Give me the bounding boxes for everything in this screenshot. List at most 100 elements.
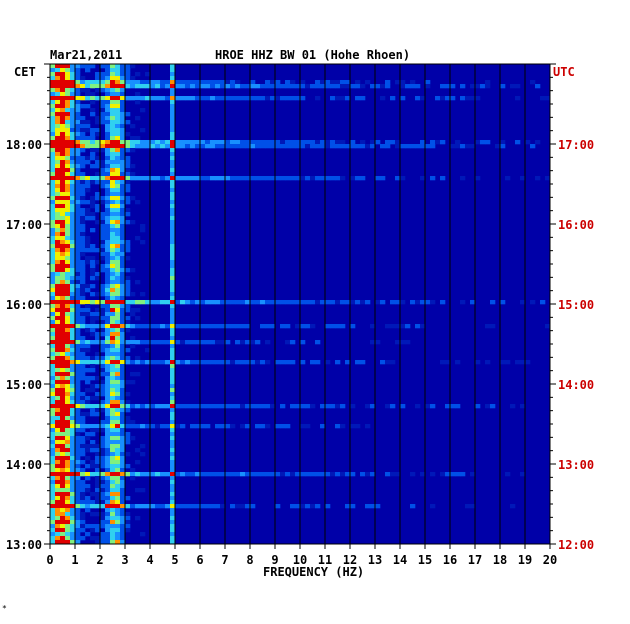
heatmap-cell [60,332,66,337]
heatmap-cell [120,352,126,357]
heatmap-cell [110,264,116,269]
heatmap-cell [350,140,356,145]
heatmap-cell [90,92,96,97]
heatmap-cell [90,176,96,181]
heatmap-cell [100,80,106,85]
heatmap-cell [105,296,111,301]
heatmap-cell [80,132,86,137]
heatmap-cell [115,132,121,137]
right-time-label: 12:00 [558,538,594,552]
heatmap-cell [105,228,111,233]
heatmap-cell [55,104,61,109]
heatmap-cell [110,144,116,149]
heatmap-cell [205,96,211,101]
heatmap-cell [55,508,61,513]
heatmap-cell [50,292,56,297]
heatmap-cell [70,76,76,81]
heatmap-cell [95,336,101,341]
heatmap-cell [50,340,56,345]
heatmap-cell [115,144,121,149]
heatmap-cell [65,284,71,289]
heatmap-cell [115,160,121,165]
heatmap-cell [95,460,101,465]
heatmap-cell [105,428,111,433]
heatmap-cell [170,376,176,381]
heatmap-cell [305,504,311,509]
heatmap-cell [75,244,81,249]
heatmap-cell [230,324,236,329]
heatmap-cell [115,424,121,429]
heatmap-cell [100,76,106,81]
heatmap-cell [170,496,176,501]
heatmap-cell [115,120,121,125]
heatmap-cell [365,472,371,477]
heatmap-cell [315,340,321,345]
heatmap-cell [180,424,186,429]
heatmap-cell [95,324,101,329]
heatmap-cell [80,320,86,325]
heatmap-cell [60,252,66,257]
heatmap-cell [340,324,346,329]
heatmap-cell [110,436,116,441]
heatmap-cell [65,484,71,489]
heatmap-cell [220,324,226,329]
heatmap-cell [65,248,71,253]
heatmap-cell [335,360,341,365]
heatmap-cell [95,140,101,145]
heatmap-cell [310,300,316,305]
heatmap-cell [455,140,461,145]
heatmap-cell [120,176,126,181]
heatmap-cell [255,360,261,365]
heatmap-cell [110,128,116,133]
heatmap-cell [145,80,151,85]
heatmap-cell [210,176,216,181]
heatmap-cell [120,472,126,477]
heatmap-cell [150,360,156,365]
heatmap-cell [170,304,176,309]
heatmap-cell [145,140,151,145]
heatmap-cell [95,424,101,429]
heatmap-cell [70,456,76,461]
heatmap-cell [80,280,86,285]
heatmap-cell [115,168,121,173]
heatmap-cell [75,252,81,257]
heatmap-cell [65,380,71,385]
heatmap-cell [105,440,111,445]
heatmap-cell [60,376,66,381]
heatmap-cell [120,164,126,169]
heatmap-cell [100,516,106,521]
heatmap-cell [65,328,71,333]
heatmap-cell [65,460,71,465]
heatmap-cell [425,144,431,149]
heatmap-cell [85,360,91,365]
heatmap-cell [220,96,226,101]
heatmap-cell [80,208,86,213]
heatmap-cell [220,504,226,509]
heatmap-cell [120,364,126,369]
heatmap-cell [195,324,201,329]
heatmap-cell [170,452,176,457]
heatmap-cell [50,344,56,349]
heatmap-cell [50,256,56,261]
heatmap-cell [310,404,316,409]
heatmap-cell [120,108,126,113]
heatmap-cell [260,144,266,149]
heatmap-cell [105,436,111,441]
heatmap-cell [125,320,131,325]
heatmap-cell [125,340,131,345]
heatmap-cell [60,100,66,105]
heatmap-cell [120,500,126,505]
heatmap-cell [100,500,106,505]
heatmap-cell [125,132,131,137]
heatmap-cell [170,296,176,301]
heatmap-cell [145,300,151,305]
heatmap-cell [115,352,121,357]
x-tick-label: 13 [368,553,382,567]
heatmap-cell [95,72,101,77]
heatmap-cell [50,368,56,373]
heatmap-cell [95,512,101,517]
heatmap-cell [300,424,306,429]
heatmap-cell [170,396,176,401]
heatmap-cell [55,192,61,197]
heatmap-cell [485,84,491,89]
